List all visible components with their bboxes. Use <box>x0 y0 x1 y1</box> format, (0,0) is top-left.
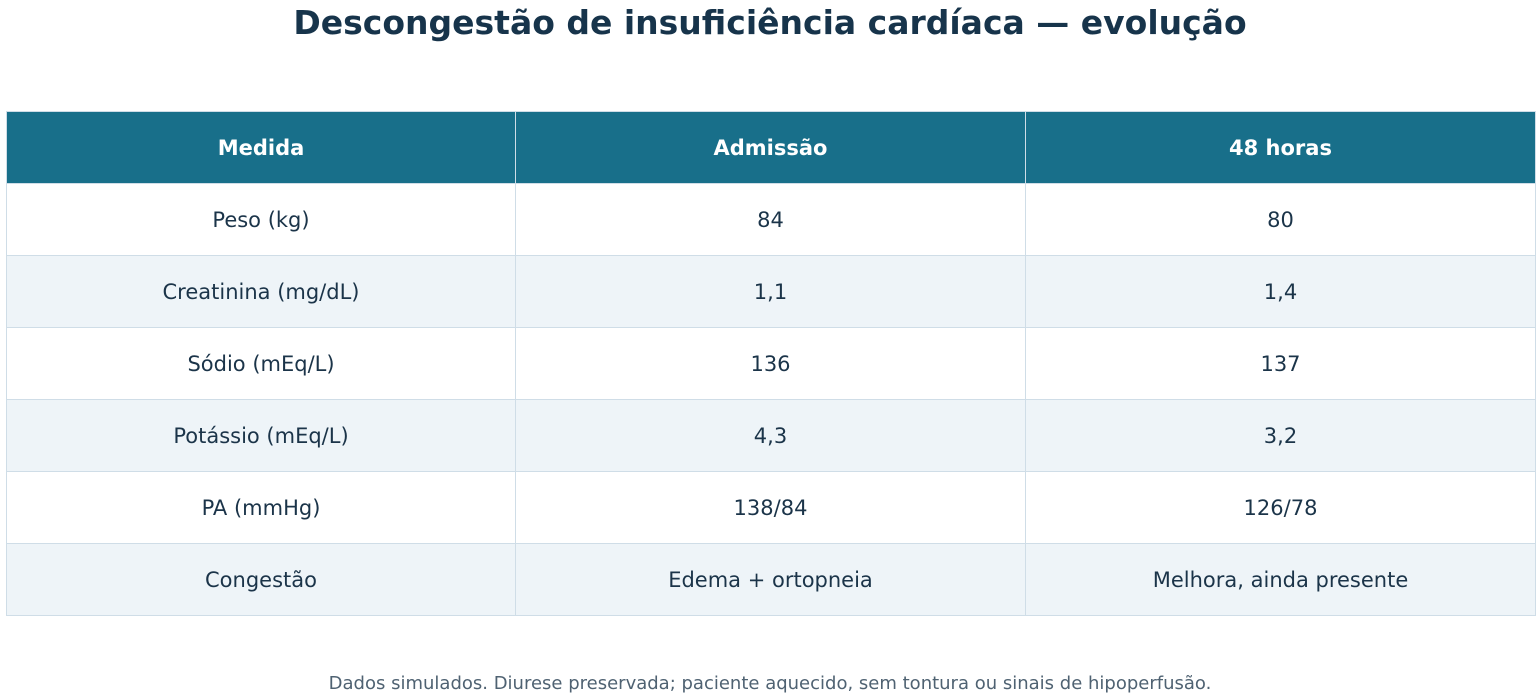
table-cell: Potássio (mEq/L) <box>6 399 516 472</box>
chart-title: Descongestão de insuficiência cardíaca —… <box>293 3 1247 42</box>
table-cell: 1,1 <box>515 255 1026 328</box>
table-row: Creatinina (mg/dL) 1,1 1,4 <box>6 255 1536 328</box>
column-header-medida: Medida <box>6 111 516 184</box>
footnote: Dados simulados. Diurese preservada; pac… <box>328 673 1212 694</box>
table-header-row: Medida Admissão 48 horas <box>6 111 1536 184</box>
column-header-admissao: Admissão <box>515 111 1026 184</box>
table-cell: 3,2 <box>1025 399 1536 472</box>
table-cell: 1,4 <box>1025 255 1536 328</box>
table-cell: Creatinina (mg/dL) <box>6 255 516 328</box>
table-cell: Peso (kg) <box>6 183 516 256</box>
table-row: Sódio (mEq/L) 136 137 <box>6 327 1536 400</box>
table-cell: 126/78 <box>1025 471 1536 544</box>
table-cell: 136 <box>515 327 1026 400</box>
table-cell: PA (mmHg) <box>6 471 516 544</box>
table-cell: 4,3 <box>515 399 1026 472</box>
table-cell: 138/84 <box>515 471 1026 544</box>
table-row: Peso (kg) 84 80 <box>6 183 1536 256</box>
table-row: PA (mmHg) 138/84 126/78 <box>6 471 1536 544</box>
table-cell: Congestão <box>6 543 516 616</box>
table-row: Potássio (mEq/L) 4,3 3,2 <box>6 399 1536 472</box>
table-cell: Sódio (mEq/L) <box>6 327 516 400</box>
table-row: Congestão Edema + ortopneia Melhora, ain… <box>6 543 1536 616</box>
table-cell: Edema + ortopneia <box>515 543 1026 616</box>
table-cell: 80 <box>1025 183 1536 256</box>
table-cell: 137 <box>1025 327 1536 400</box>
table-cell: 84 <box>515 183 1026 256</box>
data-table: Medida Admissão 48 horas Peso (kg) 84 80… <box>6 111 1536 616</box>
table-cell: Melhora, ainda presente <box>1025 543 1536 616</box>
column-header-48-horas: 48 horas <box>1025 111 1536 184</box>
